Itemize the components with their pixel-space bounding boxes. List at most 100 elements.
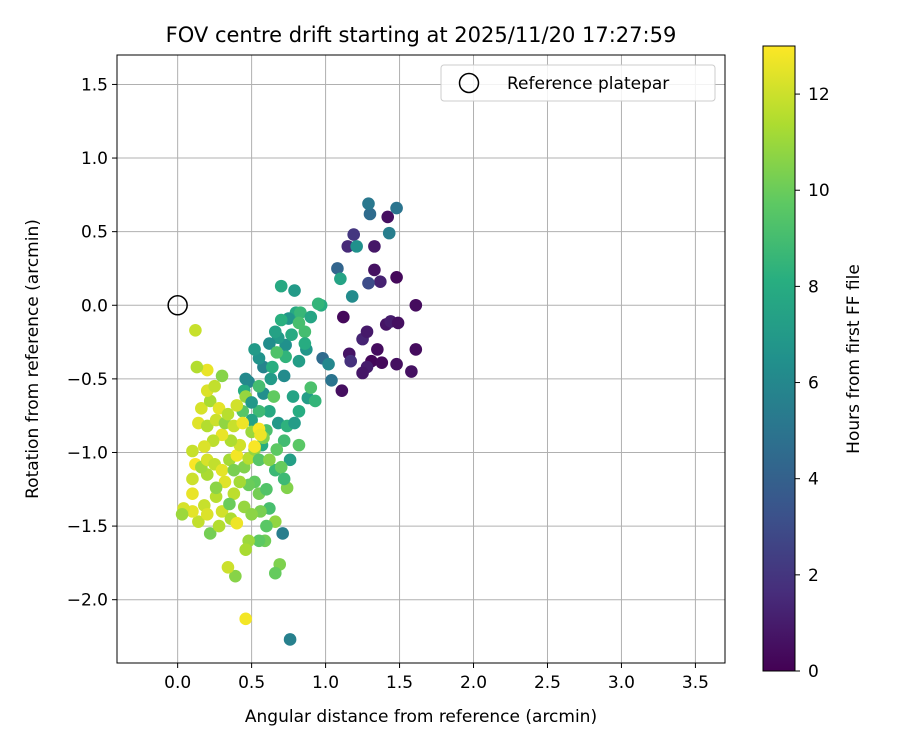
data-point — [186, 444, 199, 458]
data-point — [292, 438, 306, 452]
data-point — [356, 366, 369, 380]
y-tick-label: −0.5 — [67, 370, 108, 390]
data-point — [221, 407, 235, 421]
data-point — [186, 487, 199, 501]
colorbar-tick-label: 12 — [808, 85, 830, 105]
data-point — [252, 379, 266, 393]
data-point — [263, 337, 276, 350]
colorbar-tick-label: 6 — [808, 374, 819, 394]
data-point — [186, 472, 199, 486]
data-point — [311, 297, 325, 311]
data-point — [331, 262, 344, 275]
colorbar-gradient — [763, 46, 795, 671]
reference-platepar-marker — [167, 295, 188, 316]
data-point — [274, 460, 288, 474]
data-point — [274, 313, 288, 327]
data-point — [270, 346, 284, 359]
data-point — [322, 357, 335, 371]
data-point — [390, 357, 403, 371]
data-point — [362, 197, 375, 210]
data-point — [405, 365, 418, 378]
y-axis-ticks: −2.0 −1.5 −1.0 −0.5 0.0 0.5 1.0 1.5 — [67, 75, 117, 611]
data-point — [292, 404, 306, 418]
data-point — [227, 463, 241, 477]
data-point — [344, 354, 358, 368]
data-point — [286, 390, 300, 403]
data-point — [292, 354, 306, 368]
data-point — [212, 402, 226, 415]
data-point — [208, 379, 221, 393]
data-point — [224, 434, 238, 448]
data-point — [215, 369, 229, 383]
colorbar-tick-label: 8 — [808, 277, 819, 297]
data-point — [233, 475, 247, 489]
data-point — [203, 394, 217, 408]
data-point — [200, 508, 214, 521]
data-point — [252, 404, 266, 418]
y-tick-label: 1.5 — [81, 75, 108, 95]
data-point — [230, 516, 244, 530]
data-point — [252, 534, 266, 548]
data-point — [277, 369, 291, 383]
x-tick-label: 1.0 — [312, 673, 339, 693]
legend-label: Reference platepar — [507, 74, 669, 94]
data-point — [374, 275, 387, 289]
data-point — [266, 360, 279, 374]
data-point — [335, 384, 349, 397]
data-point — [248, 440, 261, 453]
data-point — [304, 381, 318, 395]
data-point — [371, 343, 384, 356]
data-point — [195, 402, 208, 415]
data-point — [325, 374, 338, 387]
x-tick-label: 3.5 — [682, 673, 709, 693]
data-point — [189, 323, 202, 337]
data-point — [221, 561, 235, 574]
data-point — [263, 453, 276, 467]
x-tick-label: 3.0 — [608, 673, 635, 693]
chart-title: FOV centre drift starting at 2025/11/20 … — [166, 23, 677, 47]
data-point — [239, 612, 253, 626]
data-point — [264, 372, 278, 386]
data-point — [260, 482, 273, 496]
colorbar-tick-label: 0 — [808, 662, 819, 682]
data-point — [268, 566, 282, 580]
data-point — [337, 310, 350, 324]
colorbar-tick-label: 2 — [808, 566, 819, 586]
data-point — [276, 527, 289, 540]
data-point — [390, 201, 403, 215]
data-point — [285, 328, 298, 342]
data-point — [270, 443, 284, 456]
colorbar-ticks: 0 2 4 6 8 10 12 — [795, 85, 830, 682]
data-point — [345, 290, 359, 303]
data-point — [375, 356, 389, 369]
data-point — [362, 276, 375, 290]
colorbar-tick-label: 10 — [808, 181, 830, 201]
y-tick-label: 1.0 — [81, 149, 108, 169]
data-point — [277, 434, 291, 448]
x-tick-label: 0.0 — [164, 673, 191, 693]
data-point — [209, 490, 223, 503]
colorbar: 0 2 4 6 8 10 12 Hours from first FF file — [762, 45, 864, 682]
data-point — [206, 434, 220, 448]
data-point — [288, 284, 301, 297]
y-axis-label: Rotation from reference (arcmin) — [23, 219, 43, 499]
data-point — [192, 515, 205, 528]
y-tick-label: −1.5 — [67, 517, 108, 537]
data-point — [268, 325, 282, 339]
data-point — [215, 463, 229, 477]
data-point — [350, 240, 363, 253]
plot-frame — [116, 54, 726, 664]
data-point — [252, 453, 266, 467]
data-point — [230, 399, 244, 412]
legend: Reference platepar — [440, 64, 716, 102]
x-axis-label: Angular distance from reference (arcmin) — [245, 707, 597, 727]
data-point — [239, 372, 253, 386]
data-point — [218, 475, 232, 489]
data-point — [239, 543, 253, 556]
x-axis-ticks: 0.0 0.5 1.0 1.5 2.0 2.5 3.0 3.5 — [164, 663, 709, 693]
data-point — [245, 508, 258, 521]
data-point — [223, 497, 236, 511]
data-point — [263, 404, 276, 418]
